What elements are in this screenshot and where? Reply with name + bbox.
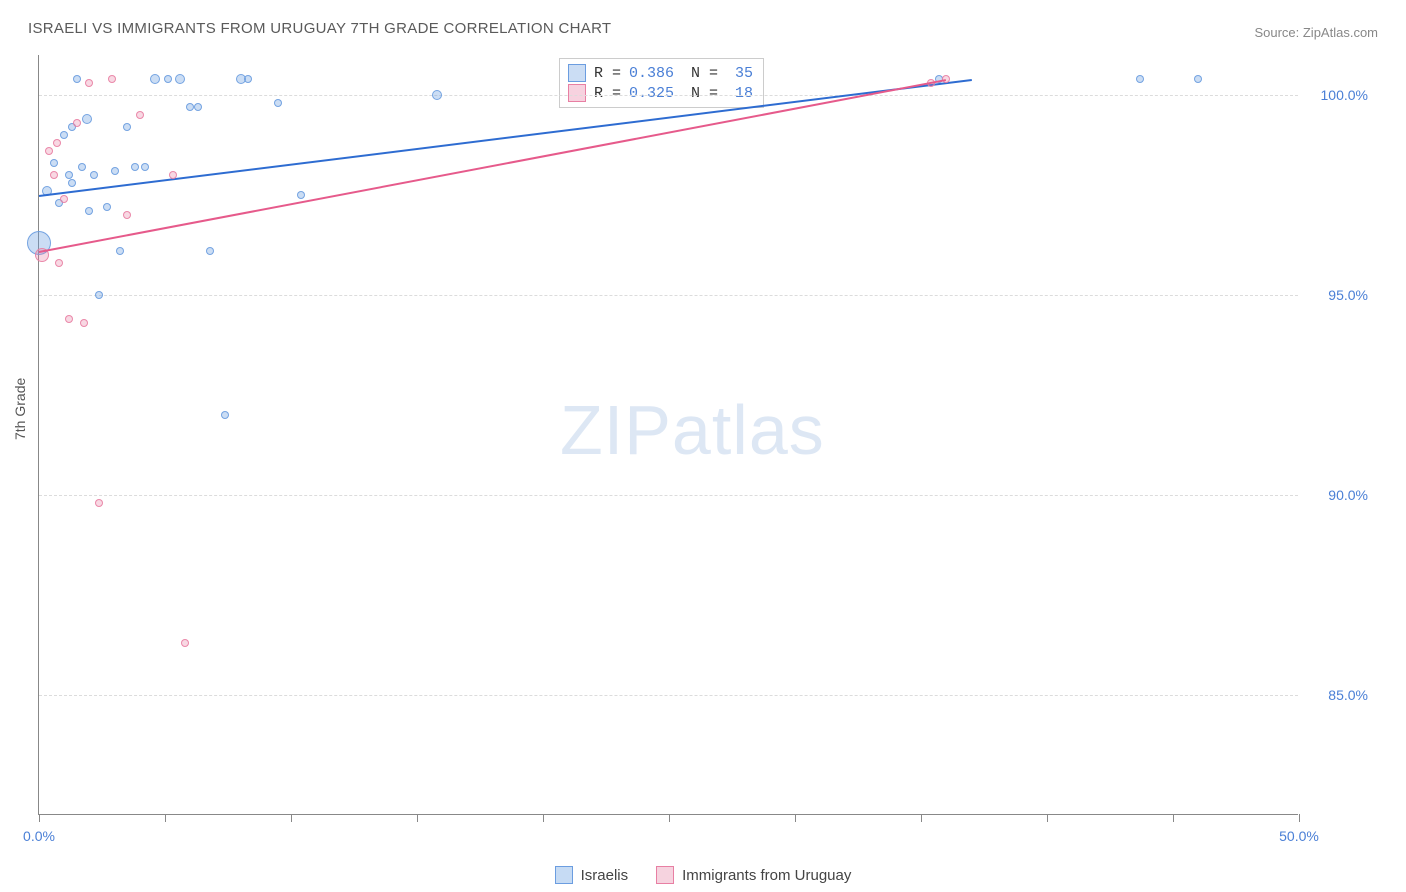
data-point — [432, 90, 442, 100]
legend-label: Israelis — [581, 867, 629, 884]
data-point — [297, 191, 305, 199]
stats-r-label: R = — [594, 85, 621, 102]
x-tick — [1299, 814, 1300, 822]
y-tick-label: 90.0% — [1328, 487, 1368, 503]
data-point — [181, 639, 189, 647]
data-point — [78, 163, 86, 171]
data-point — [103, 203, 111, 211]
legend-item: Israelis — [555, 866, 629, 884]
data-point — [60, 195, 68, 203]
data-point — [136, 111, 144, 119]
data-point — [244, 75, 252, 83]
x-tick — [39, 814, 40, 822]
data-point — [45, 147, 53, 155]
x-tick — [417, 814, 418, 822]
data-point — [1194, 75, 1202, 83]
x-tick — [795, 814, 796, 822]
data-point — [80, 319, 88, 327]
data-point — [131, 163, 139, 171]
data-point — [164, 75, 172, 83]
gridline — [39, 495, 1298, 496]
data-point — [175, 74, 185, 84]
stats-r-label: R = — [594, 65, 621, 82]
stats-row: R = 0.325 N = 18 — [568, 83, 753, 103]
data-point — [1136, 75, 1144, 83]
data-point — [65, 315, 73, 323]
data-point — [50, 159, 58, 167]
trend-line — [39, 79, 972, 197]
data-point — [116, 247, 124, 255]
data-point — [90, 171, 98, 179]
x-tick — [669, 814, 670, 822]
x-tick — [1173, 814, 1174, 822]
data-point — [141, 163, 149, 171]
data-point — [82, 114, 92, 124]
x-tick-label: 50.0% — [1279, 828, 1319, 844]
y-tick-label: 85.0% — [1328, 687, 1368, 703]
x-tick — [291, 814, 292, 822]
data-point — [206, 247, 214, 255]
stats-swatch — [568, 64, 586, 82]
data-point — [85, 207, 93, 215]
data-point — [85, 79, 93, 87]
data-point — [111, 167, 119, 175]
stats-swatch — [568, 84, 586, 102]
y-tick-label: 95.0% — [1328, 287, 1368, 303]
stats-n-value: 35 — [726, 65, 753, 82]
data-point — [55, 259, 63, 267]
data-point — [123, 211, 131, 219]
stats-n-value: 18 — [726, 85, 753, 102]
data-point — [73, 119, 81, 127]
data-point — [65, 171, 73, 179]
data-point — [150, 74, 160, 84]
chart-title: ISRAELI VS IMMIGRANTS FROM URUGUAY 7TH G… — [28, 20, 611, 37]
y-tick-label: 100.0% — [1321, 87, 1368, 103]
data-point — [53, 139, 61, 147]
data-point — [221, 411, 229, 419]
x-tick — [921, 814, 922, 822]
legend-label: Immigrants from Uruguay — [682, 867, 851, 884]
chart-plot-area: R =0.386 N = 35R =0.325 N = 18 85.0%90.0… — [38, 55, 1298, 815]
source-label: Source: ZipAtlas.com — [1254, 25, 1378, 40]
gridline — [39, 695, 1298, 696]
gridline — [39, 295, 1298, 296]
legend-swatch — [656, 866, 674, 884]
data-point — [274, 99, 282, 107]
trend-line — [39, 79, 947, 253]
legend-item: Immigrants from Uruguay — [656, 866, 851, 884]
data-point — [73, 75, 81, 83]
y-axis-title: 7th Grade — [12, 378, 28, 440]
x-tick — [165, 814, 166, 822]
gridline — [39, 95, 1298, 96]
x-tick — [1047, 814, 1048, 822]
stats-box: R = 0.386 N = 35 R = 0.325 N = 18 — [559, 58, 764, 108]
data-point — [169, 171, 177, 179]
x-tick-label: 0.0% — [23, 828, 55, 844]
stats-n-label: N = — [682, 85, 718, 102]
legend: Israelis Immigrants from Uruguay — [0, 866, 1406, 884]
data-point — [194, 103, 202, 111]
data-point — [60, 131, 68, 139]
data-point — [123, 123, 131, 131]
data-point — [95, 291, 103, 299]
data-point — [108, 75, 116, 83]
stats-r-value: 0.386 — [629, 65, 674, 82]
stats-row: R = 0.386 N = 35 — [568, 63, 753, 83]
legend-swatch — [555, 866, 573, 884]
data-point — [50, 171, 58, 179]
stats-r-value: 0.325 — [629, 85, 674, 102]
data-point — [68, 179, 76, 187]
data-point — [95, 499, 103, 507]
stats-n-label: N = — [682, 65, 718, 82]
x-tick — [543, 814, 544, 822]
